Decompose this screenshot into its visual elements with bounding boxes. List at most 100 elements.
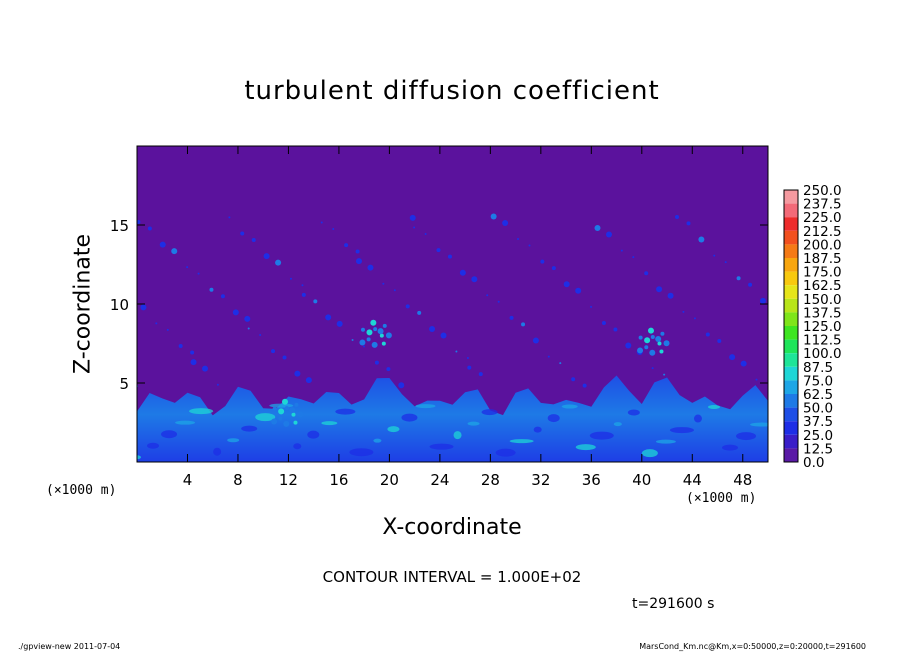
colorbar-frame	[783, 189, 799, 463]
blob-cluster	[272, 406, 277, 411]
colorbar-label: 125.0	[803, 319, 842, 335]
blob-cluster	[284, 406, 289, 411]
colorbar-label: 87.5	[803, 360, 833, 376]
blob-cluster	[281, 398, 288, 405]
colorbar-label: 112.5	[803, 333, 842, 349]
turbulent-blob	[698, 236, 705, 243]
colorbar-swatch	[784, 407, 798, 422]
turbulent-blob	[320, 221, 323, 224]
turbulent-blob	[632, 256, 635, 259]
x-tick-label: 24	[430, 471, 449, 489]
plume-streak	[189, 408, 214, 415]
turbulent-blob	[171, 248, 178, 255]
colorbar: 250.0237.5225.0212.5200.0187.5175.0162.5…	[783, 183, 842, 471]
x-axis: 4 8 12 16 20 24 28 32 36 40 44 48	[183, 146, 752, 489]
plume-streak	[255, 413, 276, 422]
turbulent-blob	[675, 214, 680, 219]
blob-cluster	[271, 418, 278, 425]
blob-cluster	[289, 407, 296, 414]
turbulent-blob	[471, 276, 478, 283]
colorbar-swatch	[784, 190, 798, 204]
turbulent-blob	[140, 304, 147, 311]
plume-streak	[589, 431, 614, 440]
blob-cluster	[385, 332, 392, 339]
colorbar-swatch	[784, 258, 798, 272]
turbulent-blob	[289, 277, 292, 280]
turbulent-blob	[417, 310, 422, 315]
plume-streak	[467, 421, 480, 426]
blob-cluster	[655, 336, 662, 343]
plume-streak	[736, 432, 757, 441]
x-tick-label: 20	[380, 471, 399, 489]
time-label: t=291600 s	[632, 596, 715, 612]
y-tick-label: 15	[110, 217, 129, 235]
plume-streak	[241, 425, 258, 432]
blob-cluster	[381, 341, 386, 346]
turbulent-blob	[467, 365, 472, 370]
turbulent-blob	[147, 226, 152, 231]
turbulent-blob	[582, 383, 587, 388]
y-tick-label: 10	[110, 296, 129, 314]
blob-cluster	[644, 337, 651, 344]
x-tick-label: 8	[233, 471, 243, 489]
turbulent-blob	[502, 219, 509, 226]
turbulent-blob	[447, 254, 452, 259]
blob-cluster	[660, 331, 665, 336]
plume-streak	[707, 405, 720, 410]
turbulent-blob	[575, 287, 582, 294]
plume-streak	[415, 404, 436, 409]
turbulent-blob	[528, 244, 531, 247]
turbulent-blob	[693, 317, 696, 320]
colorbar-label: 175.0	[803, 265, 842, 281]
blob-cluster	[297, 411, 304, 418]
turbulent-blob	[294, 370, 301, 377]
turbulent-blob	[367, 264, 374, 271]
turbulent-blob	[490, 213, 497, 220]
turbulent-blob	[724, 261, 727, 264]
plume-streak	[722, 444, 739, 451]
colorbar-swatch	[784, 203, 798, 218]
colorbar-label: 150.0	[803, 292, 842, 308]
turbulent-blob	[729, 354, 736, 361]
y-axis: 5 10 15	[110, 217, 768, 393]
colorbar-label: 137.5	[803, 305, 842, 321]
colorbar-label: 62.5	[803, 387, 833, 403]
plume-streak	[453, 431, 462, 440]
blob-cluster	[637, 347, 644, 354]
turbulent-blob	[667, 292, 674, 299]
turbulent-blob	[325, 314, 332, 321]
plume-streak	[750, 422, 768, 427]
blob-cluster	[379, 333, 384, 338]
turbulent-blob	[351, 339, 354, 342]
colorbar-swatch	[784, 244, 798, 258]
plume-streak	[349, 448, 374, 457]
turbulent-blob	[232, 309, 239, 316]
turbulent-blob	[197, 272, 200, 275]
blob-cluster	[659, 349, 664, 354]
turbulent-blob	[682, 310, 685, 313]
plume-streak	[137, 455, 141, 460]
plume-streak	[533, 426, 542, 433]
plume-streak	[213, 447, 222, 456]
plume-streak	[495, 448, 516, 457]
colorbar-label: 187.5	[803, 251, 842, 267]
colorbar-swatch	[784, 326, 798, 340]
turbulent-blob	[748, 282, 753, 287]
plume-streak	[509, 439, 534, 444]
turbulent-blob	[459, 269, 466, 276]
blob-cluster	[371, 341, 378, 348]
field-layer	[137, 213, 768, 462]
turbulent-blob	[275, 259, 282, 266]
plume-streak	[373, 438, 382, 443]
footer-source: MarsCond_Km.nc@Km,x=0:50000,z=0:20000,t=…	[639, 642, 866, 651]
turbulent-blob	[516, 238, 519, 241]
turbulent-blob	[344, 243, 349, 248]
colorbar-swatch	[784, 339, 798, 354]
turbulent-blob	[663, 373, 666, 376]
plume-streak	[669, 427, 694, 434]
colorbar-swatch	[784, 353, 798, 367]
turbulent-blob	[137, 219, 141, 224]
turbulent-blob	[497, 300, 500, 303]
y-tick-label: 5	[119, 375, 129, 393]
